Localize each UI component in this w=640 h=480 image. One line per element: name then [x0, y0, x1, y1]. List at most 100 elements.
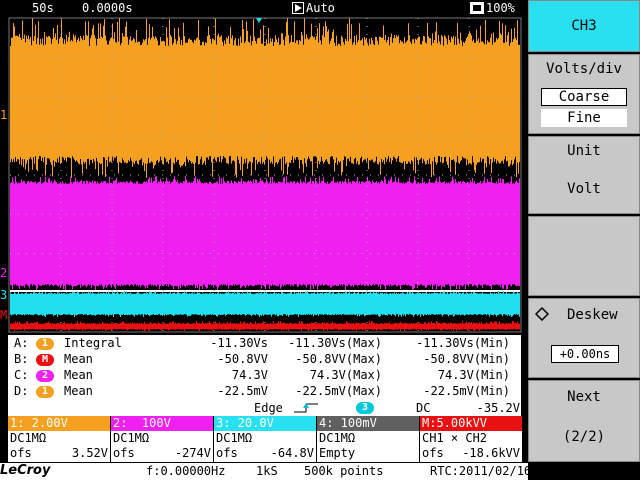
measurement-max: -11.30Vs(Max)	[288, 336, 382, 350]
channel-offset-row: ofs -274V	[111, 446, 213, 461]
run-icon	[292, 2, 304, 14]
channel-offset-row: Empty	[317, 446, 419, 461]
measurement-max: -50.8VV(Max)	[295, 352, 382, 366]
channel-box: 2: 100V DC1MΩ ofs -274V	[111, 416, 214, 462]
trigger-source: 3	[356, 402, 374, 414]
deskew-button[interactable]: Deskew +0.00ns	[528, 298, 640, 378]
ch1-trace-noise	[10, 18, 520, 178]
measurement-value: -22.5mV	[217, 384, 268, 398]
volts-div-button[interactable]: Volts/div Coarse Fine	[528, 54, 640, 134]
channel-coupling: DC1MΩ	[113, 431, 150, 445]
sample-rate: 1kS	[256, 464, 278, 478]
channel-box: 4: 100mV DC1MΩ Empty	[317, 416, 420, 462]
unit-label: Unit	[567, 143, 601, 159]
ch2-trace-noise	[10, 176, 520, 290]
deskew-label: Deskew	[567, 307, 618, 323]
trigger-level: -35.2V	[476, 401, 520, 415]
fine-option[interactable]: Fine	[541, 109, 627, 127]
math-trace-noise	[10, 321, 520, 331]
brand: LeCroy	[0, 463, 51, 478]
trigger-mode: Auto	[306, 1, 335, 15]
record-length: 500k points	[304, 464, 384, 478]
channel-marker: 1	[0, 108, 7, 122]
measurement-id: A:	[14, 336, 29, 350]
measurement-value: 74.3V	[231, 368, 268, 382]
channel-coupling: DC1MΩ	[319, 431, 356, 445]
channel-offset: -274V	[174, 446, 211, 460]
channel-offset-label: Empty	[319, 446, 356, 460]
measurement-min: -22.5mV(Min)	[423, 384, 510, 398]
channel-scale: 2: 100V	[111, 416, 213, 431]
channel-offset-label: ofs	[422, 446, 444, 460]
measurement-name: Integral	[64, 336, 122, 350]
next-page: (2/2)	[562, 429, 606, 445]
channel-offset-row: ofs -18.6kVV	[420, 446, 522, 461]
channel-scale: 4: 100mV	[317, 416, 419, 431]
measurement-value: -11.30Vs	[210, 336, 268, 350]
channel-box: 1: 2.00V DC1MΩ ofs 3.52V	[8, 416, 111, 462]
battery-icon	[470, 2, 484, 14]
channel-offset: -64.8V	[270, 446, 314, 460]
menu-title[interactable]: CH3	[528, 0, 640, 52]
channel-coupling: DC1MΩ	[216, 431, 253, 445]
timebase: 50s	[32, 1, 54, 15]
trigger-type: Edge	[254, 401, 283, 415]
measurement-id: D:	[14, 384, 29, 398]
next-button[interactable]: Next (2/2)	[528, 380, 640, 462]
next-label: Next	[567, 389, 601, 405]
measurement-source: 1	[36, 338, 54, 350]
channel-offset-label: ofs	[113, 446, 135, 460]
channel-offset-label: ofs	[216, 446, 238, 460]
measurement-min: -11.30Vs(Min)	[416, 336, 510, 350]
knob-icon	[535, 307, 549, 321]
status-bar: LeCroy f:0.00000Hz 1kS 500k points RTC:2…	[0, 463, 596, 480]
trigger-coupling: DC	[416, 401, 431, 415]
battery: 100%	[486, 1, 515, 15]
blank-button[interactable]	[528, 216, 640, 296]
channel-coupling: DC1MΩ	[10, 431, 47, 445]
measurement-source: M	[36, 354, 54, 366]
measurement-panel: A: 1 Integral -11.30Vs -11.30Vs(Max) -11.30Vs…	[8, 335, 521, 401]
frequency: f:0.00000Hz	[146, 464, 226, 478]
menu-title-text: CH3	[571, 18, 597, 34]
trigger-panel: Edge 3 DC -35.2V	[8, 400, 521, 416]
measurement-source: 2	[36, 370, 54, 382]
measurement-name: Mean	[64, 368, 93, 382]
channel-scale: 1: 2.00V	[8, 416, 110, 431]
coarse-option[interactable]: Coarse	[541, 88, 627, 106]
ch3-trace-noise	[10, 291, 520, 317]
channel-marker: M	[0, 308, 7, 322]
clock: RTC:2011/02/16 11:20:25	[430, 464, 597, 478]
measurement-min: -50.8VV(Min)	[423, 352, 510, 366]
measurement-id: C:	[14, 368, 29, 382]
waveform-area: 1 2 3 M	[0, 17, 522, 333]
channel-scale: M:5.00kVV	[420, 416, 522, 431]
measurement-source: 1	[36, 386, 54, 398]
channel-scale: 3: 20.0V	[214, 416, 316, 431]
channel-box: M:5.00kVV CH1 × CH2 ofs -18.6kVV	[420, 416, 523, 462]
measurement-min: 74.3V(Min)	[437, 368, 510, 382]
measurement-id: B:	[14, 352, 29, 366]
volts-div-label: Volts/div	[546, 61, 622, 77]
edge-icon	[294, 403, 318, 413]
channel-marker: 2	[0, 266, 7, 280]
measurement-value: -50.8VV	[217, 352, 268, 366]
channel-offset-row: ofs 3.52V	[8, 446, 110, 461]
channel-offset: 3.52V	[71, 446, 108, 460]
measurement-max: -22.5mV(Max)	[295, 384, 382, 398]
unit-value: Volt	[567, 181, 601, 197]
channel-offset: -18.6kVV	[462, 446, 520, 460]
deskew-value: +0.00ns	[551, 345, 619, 363]
measurement-name: Mean	[64, 384, 93, 398]
channel-coupling: CH1 × CH2	[422, 431, 488, 445]
channel-offset-label: ofs	[10, 446, 32, 460]
delay: 0.0000s	[82, 1, 133, 15]
measurement-max: 74.3V(Max)	[309, 368, 382, 382]
channel-marker: 3	[0, 288, 7, 302]
trigger-position	[256, 18, 262, 23]
unit-button[interactable]: Unit Volt	[528, 136, 640, 214]
channel-box: 3: 20.0V DC1MΩ ofs -64.8V	[214, 416, 317, 462]
measurement-name: Mean	[64, 352, 93, 366]
channel-offset-row: ofs -64.8V	[214, 446, 316, 461]
